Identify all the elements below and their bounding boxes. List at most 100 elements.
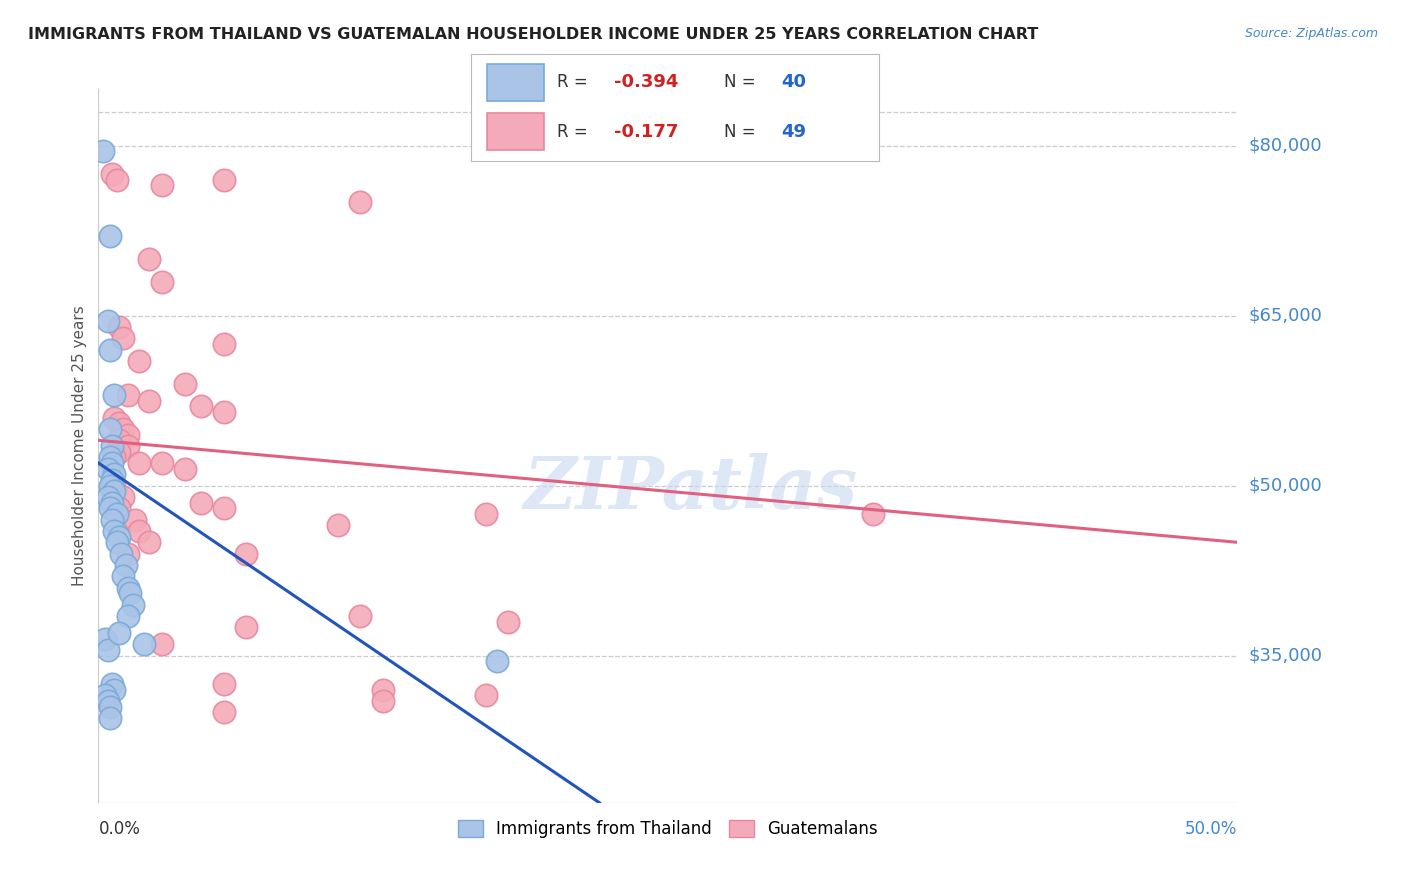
Point <box>486 654 509 668</box>
Text: IMMIGRANTS FROM THAILAND VS GUATEMALAN HOUSEHOLDER INCOME UNDER 25 YEARS CORRELA: IMMIGRANTS FROM THAILAND VS GUATEMALAN H… <box>28 27 1039 42</box>
Text: Source: ZipAtlas.com: Source: ZipAtlas.com <box>1244 27 1378 40</box>
Point <box>114 558 136 572</box>
Text: 50.0%: 50.0% <box>1185 820 1237 838</box>
Text: 0.0%: 0.0% <box>98 820 141 838</box>
Point <box>103 467 125 482</box>
Point <box>120 586 142 600</box>
Point <box>132 637 155 651</box>
Text: $65,000: $65,000 <box>1249 307 1323 325</box>
Point <box>112 331 135 345</box>
Point <box>212 405 235 419</box>
Point <box>98 343 121 357</box>
Point <box>105 535 128 549</box>
Point <box>105 173 128 187</box>
Point <box>108 417 131 431</box>
Point <box>117 547 139 561</box>
Point <box>103 478 125 492</box>
Point <box>371 694 394 708</box>
Point <box>474 688 496 702</box>
Point <box>138 535 160 549</box>
Point <box>235 547 257 561</box>
Point <box>235 620 257 634</box>
Point <box>98 711 121 725</box>
Point <box>96 643 118 657</box>
Point <box>108 444 131 458</box>
Point <box>862 507 884 521</box>
Point <box>474 507 496 521</box>
Point <box>94 632 117 646</box>
Point <box>212 705 235 719</box>
Point <box>112 569 135 583</box>
Point <box>108 320 131 334</box>
Point <box>190 495 212 509</box>
Point <box>117 581 139 595</box>
Point <box>121 598 143 612</box>
Point <box>98 501 121 516</box>
Text: ZIPatlas: ZIPatlas <box>523 453 858 524</box>
Point <box>212 173 235 187</box>
Point <box>103 450 125 465</box>
Point <box>96 314 118 328</box>
Point <box>101 167 124 181</box>
Point <box>349 195 371 210</box>
Point <box>103 682 125 697</box>
Point <box>174 461 197 475</box>
Point <box>108 434 131 448</box>
Point <box>150 275 173 289</box>
Text: 40: 40 <box>780 73 806 91</box>
Text: $35,000: $35,000 <box>1249 647 1323 665</box>
Point <box>98 478 121 492</box>
Point <box>128 354 150 368</box>
Point <box>138 252 160 266</box>
Point <box>101 513 124 527</box>
Point <box>150 456 173 470</box>
Text: N =: N = <box>724 123 761 141</box>
Text: 49: 49 <box>780 123 806 141</box>
Point <box>138 393 160 408</box>
Point <box>128 524 150 538</box>
Point <box>96 694 118 708</box>
Point <box>117 388 139 402</box>
Point <box>117 608 139 623</box>
Point <box>101 473 124 487</box>
Point <box>103 484 125 499</box>
Point <box>96 461 118 475</box>
Point <box>101 495 124 509</box>
Point <box>101 677 124 691</box>
FancyBboxPatch shape <box>488 113 544 150</box>
Point <box>124 513 146 527</box>
Point <box>98 229 121 244</box>
Point <box>190 400 212 414</box>
Point <box>212 677 235 691</box>
Point <box>108 501 131 516</box>
Point <box>105 507 128 521</box>
Point <box>101 439 124 453</box>
Point <box>103 388 125 402</box>
Point <box>349 608 371 623</box>
Point <box>174 376 197 391</box>
Point <box>98 699 121 714</box>
FancyBboxPatch shape <box>488 64 544 101</box>
Point <box>326 518 349 533</box>
Text: N =: N = <box>724 73 761 91</box>
Text: R =: R = <box>557 73 593 91</box>
Point <box>117 427 139 442</box>
Point <box>103 524 125 538</box>
Point <box>94 688 117 702</box>
Point <box>212 337 235 351</box>
Point <box>112 422 135 436</box>
Point <box>212 501 235 516</box>
Point <box>96 490 118 504</box>
Point <box>101 456 124 470</box>
Point <box>108 530 131 544</box>
Point <box>150 637 173 651</box>
Point <box>108 626 131 640</box>
Text: R =: R = <box>557 123 593 141</box>
Point <box>98 450 121 465</box>
Text: $50,000: $50,000 <box>1249 476 1323 495</box>
Point <box>103 410 125 425</box>
Point <box>98 422 121 436</box>
Legend: Immigrants from Thailand, Guatemalans: Immigrants from Thailand, Guatemalans <box>451 813 884 845</box>
Point <box>117 439 139 453</box>
Point <box>498 615 520 629</box>
